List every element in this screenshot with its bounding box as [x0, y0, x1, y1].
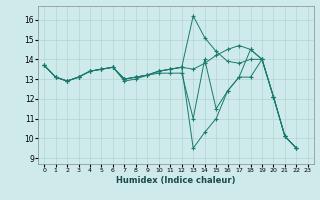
X-axis label: Humidex (Indice chaleur): Humidex (Indice chaleur) [116, 176, 236, 185]
